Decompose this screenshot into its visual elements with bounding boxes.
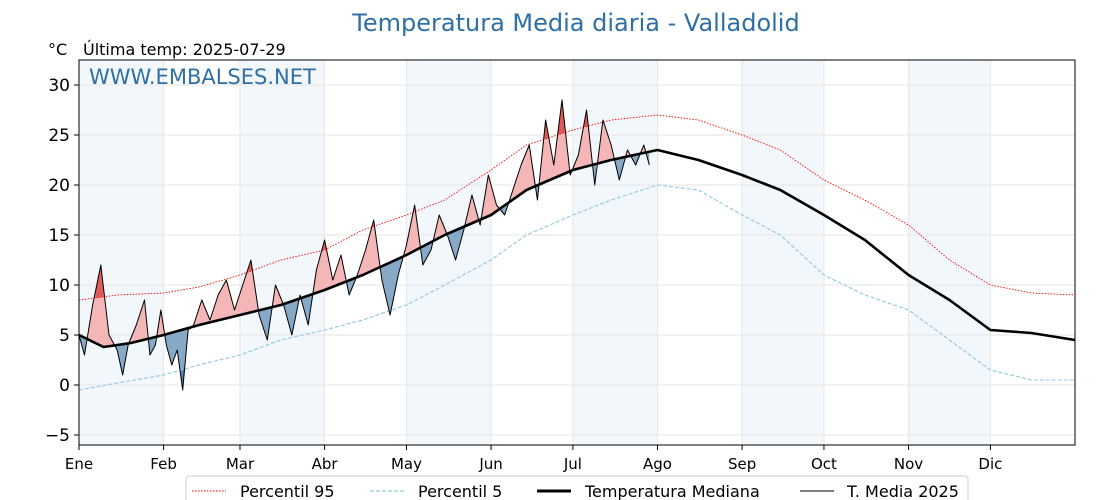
month-band xyxy=(742,60,824,445)
x-tick-label: May xyxy=(391,455,422,473)
y-tick-label: 10 xyxy=(48,276,70,296)
y-tick-label: 25 xyxy=(48,126,70,146)
x-tick-label: Ago xyxy=(643,455,672,473)
above-median-fill xyxy=(313,240,346,294)
series-line-percentil-5 xyxy=(78,184,1075,391)
x-tick-label: Feb xyxy=(150,455,177,473)
legend: Percentil 95 Percentil 5 Temperatura Med… xyxy=(185,475,969,500)
month-band xyxy=(79,60,164,445)
series-line-median xyxy=(78,148,1076,349)
below-median-fill xyxy=(380,256,403,315)
month-band xyxy=(908,60,991,445)
watermark: WWW.EMBALSES.NET xyxy=(89,65,316,89)
y-tick-label: 30 xyxy=(48,76,70,96)
above-median-fill xyxy=(192,260,258,327)
above-median-fill xyxy=(481,175,500,220)
legend-label-p95: Percentil 95 xyxy=(240,482,335,500)
below-median-fill xyxy=(164,327,191,390)
month-band xyxy=(406,60,492,445)
below-median-fill xyxy=(500,203,508,215)
above-median-fill xyxy=(510,145,535,202)
x-tick-label: Abr xyxy=(312,455,339,473)
chart-subtitle: Última temp: 2025-07-29 xyxy=(83,40,286,59)
y-tick-label: 5 xyxy=(59,326,70,346)
month-band xyxy=(239,60,325,445)
below-median-fill xyxy=(283,298,299,335)
month-bands xyxy=(79,60,991,445)
x-axis: Ene Feb Mar Abr May Jun Jul Ago Sep Oct Nov Dic xyxy=(65,445,1002,473)
above-median-fill xyxy=(465,195,479,227)
x-tick-label: Sep xyxy=(728,455,756,473)
x-tick-label: Dic xyxy=(978,455,1002,473)
above-median-fill xyxy=(433,215,447,241)
legend-label-p5: Percentil 5 xyxy=(418,482,502,500)
below-median-fill xyxy=(593,163,597,185)
x-tick-label: Ene xyxy=(65,455,93,473)
below-median-fill xyxy=(148,337,156,355)
legend-label-median: Temperatura Mediana xyxy=(584,482,760,500)
plot-frame xyxy=(78,59,1076,446)
legend-box xyxy=(185,475,969,500)
series-lines xyxy=(78,99,1076,391)
y-tick-label: 15 xyxy=(48,226,70,246)
y-tick-label: 0 xyxy=(59,376,70,396)
above-median-fill xyxy=(540,100,569,185)
chart-title: Temperatura Media diaria - Valladolid xyxy=(351,9,799,37)
x-tick-label: Oct xyxy=(811,455,837,473)
x-tick-label: Jun xyxy=(478,455,502,473)
below-median-fill xyxy=(615,157,625,180)
unit-label: °C xyxy=(48,40,67,59)
below-median-fill xyxy=(301,294,313,325)
above-median-fill xyxy=(357,220,380,278)
below-median-fill xyxy=(346,277,356,295)
y-tick-label: 20 xyxy=(48,176,70,196)
above-p95-fill xyxy=(557,100,565,135)
x-tick-label: Mar xyxy=(226,455,255,473)
below-median-fill xyxy=(80,335,86,355)
y-axis: 30 25 20 15 10 5 0 −5 xyxy=(45,76,79,446)
x-tick-label: Jul xyxy=(563,455,582,473)
x-tick-label: Nov xyxy=(894,455,923,473)
below-median-fill xyxy=(115,343,129,375)
below-median-fill xyxy=(631,153,640,165)
y-tick-label: −5 xyxy=(45,426,70,446)
series-line-2025 xyxy=(78,99,650,391)
legend-label-2025: T. Media 2025 xyxy=(846,482,959,500)
below-median-fill xyxy=(421,241,433,265)
anomaly-fills xyxy=(80,100,650,390)
below-median-fill xyxy=(447,226,464,260)
above-median-fill xyxy=(129,300,148,344)
